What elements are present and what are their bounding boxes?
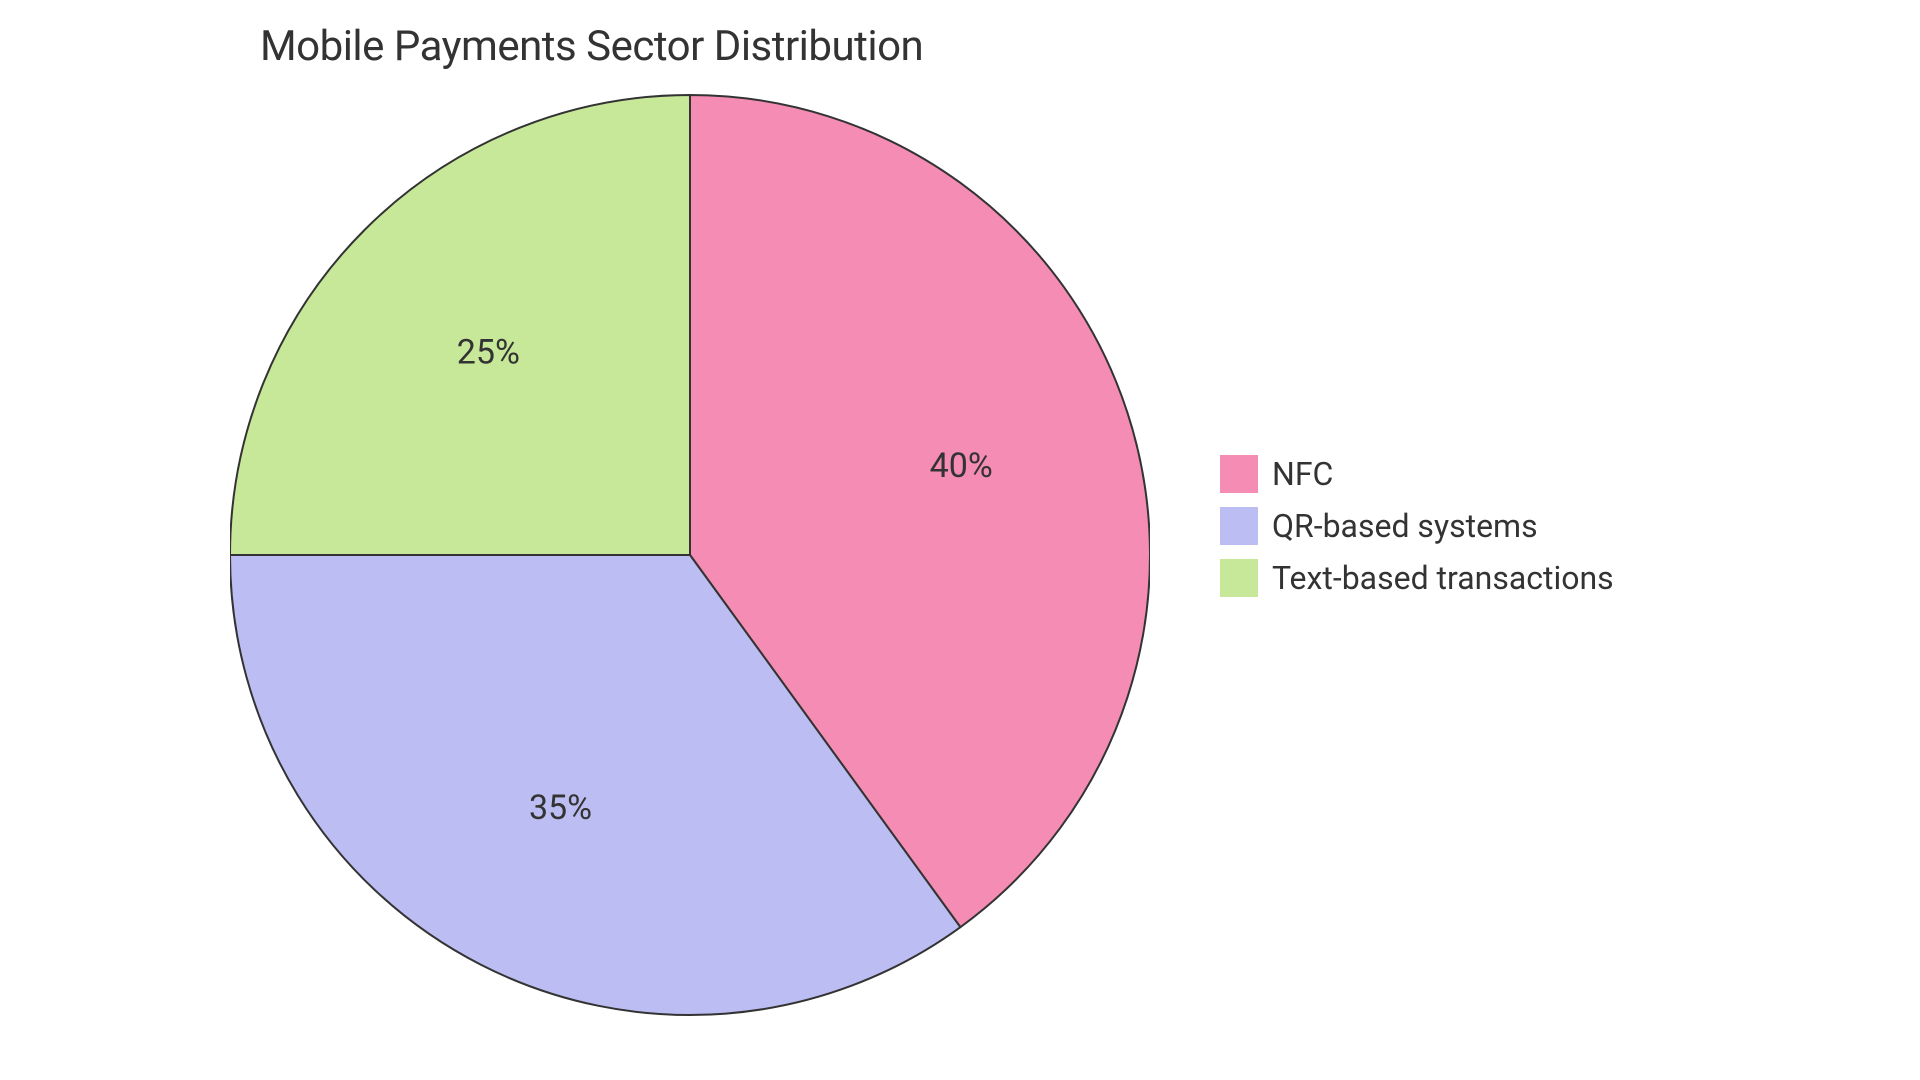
legend-swatch xyxy=(1220,455,1258,493)
pie-slice xyxy=(230,95,690,555)
legend-swatch xyxy=(1220,507,1258,545)
chart-title: Mobile Payments Sector Distribution xyxy=(260,22,923,71)
legend-item: Text-based transactions xyxy=(1220,559,1614,597)
chart-legend: NFC QR-based systems Text-based transactio… xyxy=(1220,455,1614,597)
slice-percent-label: 25% xyxy=(457,332,520,372)
chart-container: Mobile Payments Sector Distribution 40% 3… xyxy=(0,0,1920,1080)
legend-label: NFC xyxy=(1272,455,1333,493)
slice-percent-label: 35% xyxy=(529,788,592,828)
legend-swatch xyxy=(1220,559,1258,597)
legend-item: QR-based systems xyxy=(1220,507,1614,545)
slice-percent-label: 40% xyxy=(930,446,993,486)
legend-label: QR-based systems xyxy=(1272,507,1538,545)
legend-label: Text-based transactions xyxy=(1272,559,1614,597)
legend-item: NFC xyxy=(1220,455,1614,493)
pie-chart: 40% 35% 25% xyxy=(230,90,1150,1020)
